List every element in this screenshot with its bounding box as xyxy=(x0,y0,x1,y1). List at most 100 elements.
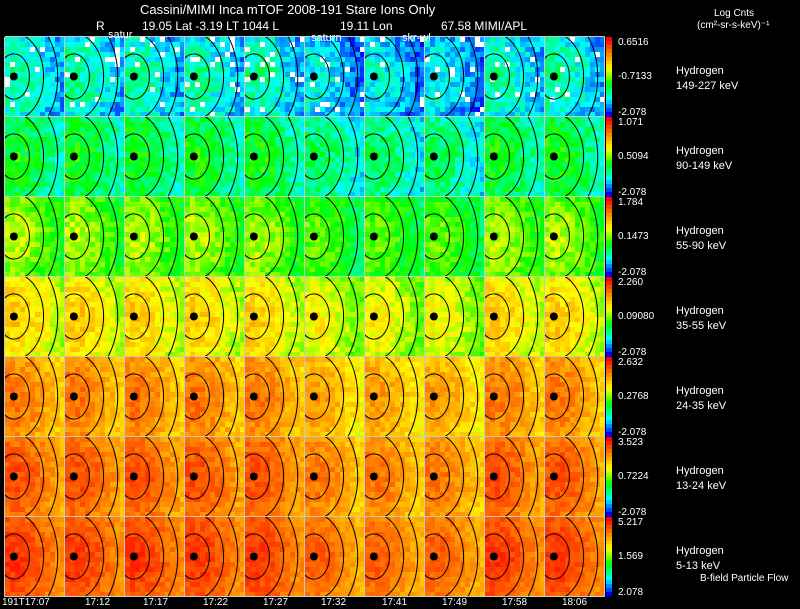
pitch-angle-contours xyxy=(305,357,359,436)
colorbar xyxy=(606,517,612,597)
pitch-angle-contours xyxy=(365,197,419,276)
image-panel xyxy=(245,197,304,276)
pitch-angle-contours xyxy=(485,117,539,196)
colorbar-min-label: -2.078 xyxy=(618,347,647,358)
image-panel xyxy=(65,357,124,436)
pitch-angle-contours xyxy=(365,357,419,436)
image-panel xyxy=(5,117,64,196)
image-panel xyxy=(185,117,244,196)
pitch-angle-contours xyxy=(425,277,479,356)
image-panel xyxy=(125,277,184,356)
pitch-angle-contours xyxy=(545,117,599,196)
image-panel xyxy=(365,197,424,276)
pitch-angle-contours xyxy=(125,37,179,116)
energy-range-label: 5-13 keV xyxy=(676,560,721,572)
pitch-angle-contours xyxy=(545,437,599,516)
image-panel xyxy=(485,277,544,356)
image-panel xyxy=(125,517,184,596)
time-tick-label: 17:12 xyxy=(85,597,111,608)
pitch-angle-contours xyxy=(485,197,539,276)
species-label: Hydrogen xyxy=(676,545,724,557)
pitch-angle-contours xyxy=(485,437,539,516)
image-panel xyxy=(185,517,244,596)
image-panel xyxy=(5,277,64,356)
colorbar-min-label: -2.078 xyxy=(618,107,647,118)
pitch-angle-contours xyxy=(365,277,419,356)
pitch-angle-contours xyxy=(125,277,179,356)
image-panel xyxy=(125,197,184,276)
image-panel xyxy=(545,277,604,356)
time-tick-label: 17:32 xyxy=(321,597,347,608)
colorbar-max-label: 1.784 xyxy=(618,197,644,208)
image-panel xyxy=(425,277,484,356)
colorbar-max-label: 2.632 xyxy=(618,357,644,368)
time-tick-label: 17:22 xyxy=(203,597,229,608)
image-panel xyxy=(125,357,184,436)
image-panel xyxy=(485,117,544,196)
species-label: Hydrogen xyxy=(676,225,724,237)
image-panel xyxy=(545,357,604,436)
image-panel xyxy=(485,197,544,276)
image-panel xyxy=(125,117,184,196)
pitch-angle-contours xyxy=(365,37,419,116)
pitch-angle-contours xyxy=(5,37,59,116)
pitch-angle-contours xyxy=(485,357,539,436)
colorbar xyxy=(606,197,612,277)
pitch-angle-contours xyxy=(545,517,599,596)
energy-row-5 xyxy=(5,357,604,436)
image-panel xyxy=(65,517,124,596)
energy-range-label: 90-149 keV xyxy=(676,160,733,172)
pitch-angle-contours xyxy=(185,37,239,116)
image-panel xyxy=(425,357,484,436)
pitch-angle-contours xyxy=(425,437,479,516)
time-tick-label: 17:58 xyxy=(502,597,528,608)
image-panel xyxy=(545,37,604,116)
colorbar xyxy=(606,437,612,517)
pitch-angle-contours xyxy=(65,197,119,276)
pitch-angle-contours xyxy=(65,277,119,356)
image-panel xyxy=(65,37,124,116)
pitch-angle-contours xyxy=(365,437,419,516)
image-panel xyxy=(485,357,544,436)
pitch-angle-contours xyxy=(65,357,119,436)
pitch-angle-contours xyxy=(185,117,239,196)
pitch-angle-contours xyxy=(245,277,299,356)
image-panel xyxy=(185,197,244,276)
colorbar-min-label: -2.078 xyxy=(618,507,647,518)
image-panel xyxy=(305,197,364,276)
pitch-angle-contours xyxy=(305,277,359,356)
energy-range-label: 13-24 keV xyxy=(676,480,727,492)
pitch-angle-contours xyxy=(125,437,179,516)
pitch-angle-contours xyxy=(65,517,119,596)
colorbar-max-label: 0.6516 xyxy=(618,37,649,48)
pitch-angle-contours xyxy=(65,437,119,516)
pitch-angle-contours xyxy=(545,37,599,116)
image-panel xyxy=(65,437,124,516)
frame-label-satur: satur xyxy=(108,29,133,41)
image-panel xyxy=(545,437,604,516)
pitch-angle-contours xyxy=(545,277,599,356)
image-panel xyxy=(245,517,304,596)
image-panel xyxy=(305,357,364,436)
frame-label-skr: skr-wl xyxy=(402,32,431,44)
species-label: Hydrogen xyxy=(676,65,724,77)
time-tick-label: 17:27 xyxy=(263,597,289,608)
image-panel xyxy=(425,37,484,116)
pitch-angle-contours xyxy=(65,117,119,196)
pitch-angle-contours xyxy=(485,37,539,116)
pitch-angle-contours xyxy=(185,357,239,436)
time-tick-label: 17:17 xyxy=(143,597,169,608)
chart-title: Cassini/MIMI Inca mTOF 2008-191 Stare Io… xyxy=(140,2,436,17)
colorbar xyxy=(606,117,612,197)
time-tick-label: 191T17:07 xyxy=(2,597,50,608)
colorbar xyxy=(606,37,612,117)
pitch-angle-contours xyxy=(5,437,59,516)
image-panel xyxy=(365,37,424,116)
image-panel xyxy=(365,117,424,196)
image-panel xyxy=(5,517,64,596)
image-panel xyxy=(365,277,424,356)
colorbar-min-label: -2.078 xyxy=(618,267,647,278)
pitch-angle-contours xyxy=(245,117,299,196)
energy-range-label: 149-227 keV xyxy=(676,80,739,92)
image-panel xyxy=(305,277,364,356)
